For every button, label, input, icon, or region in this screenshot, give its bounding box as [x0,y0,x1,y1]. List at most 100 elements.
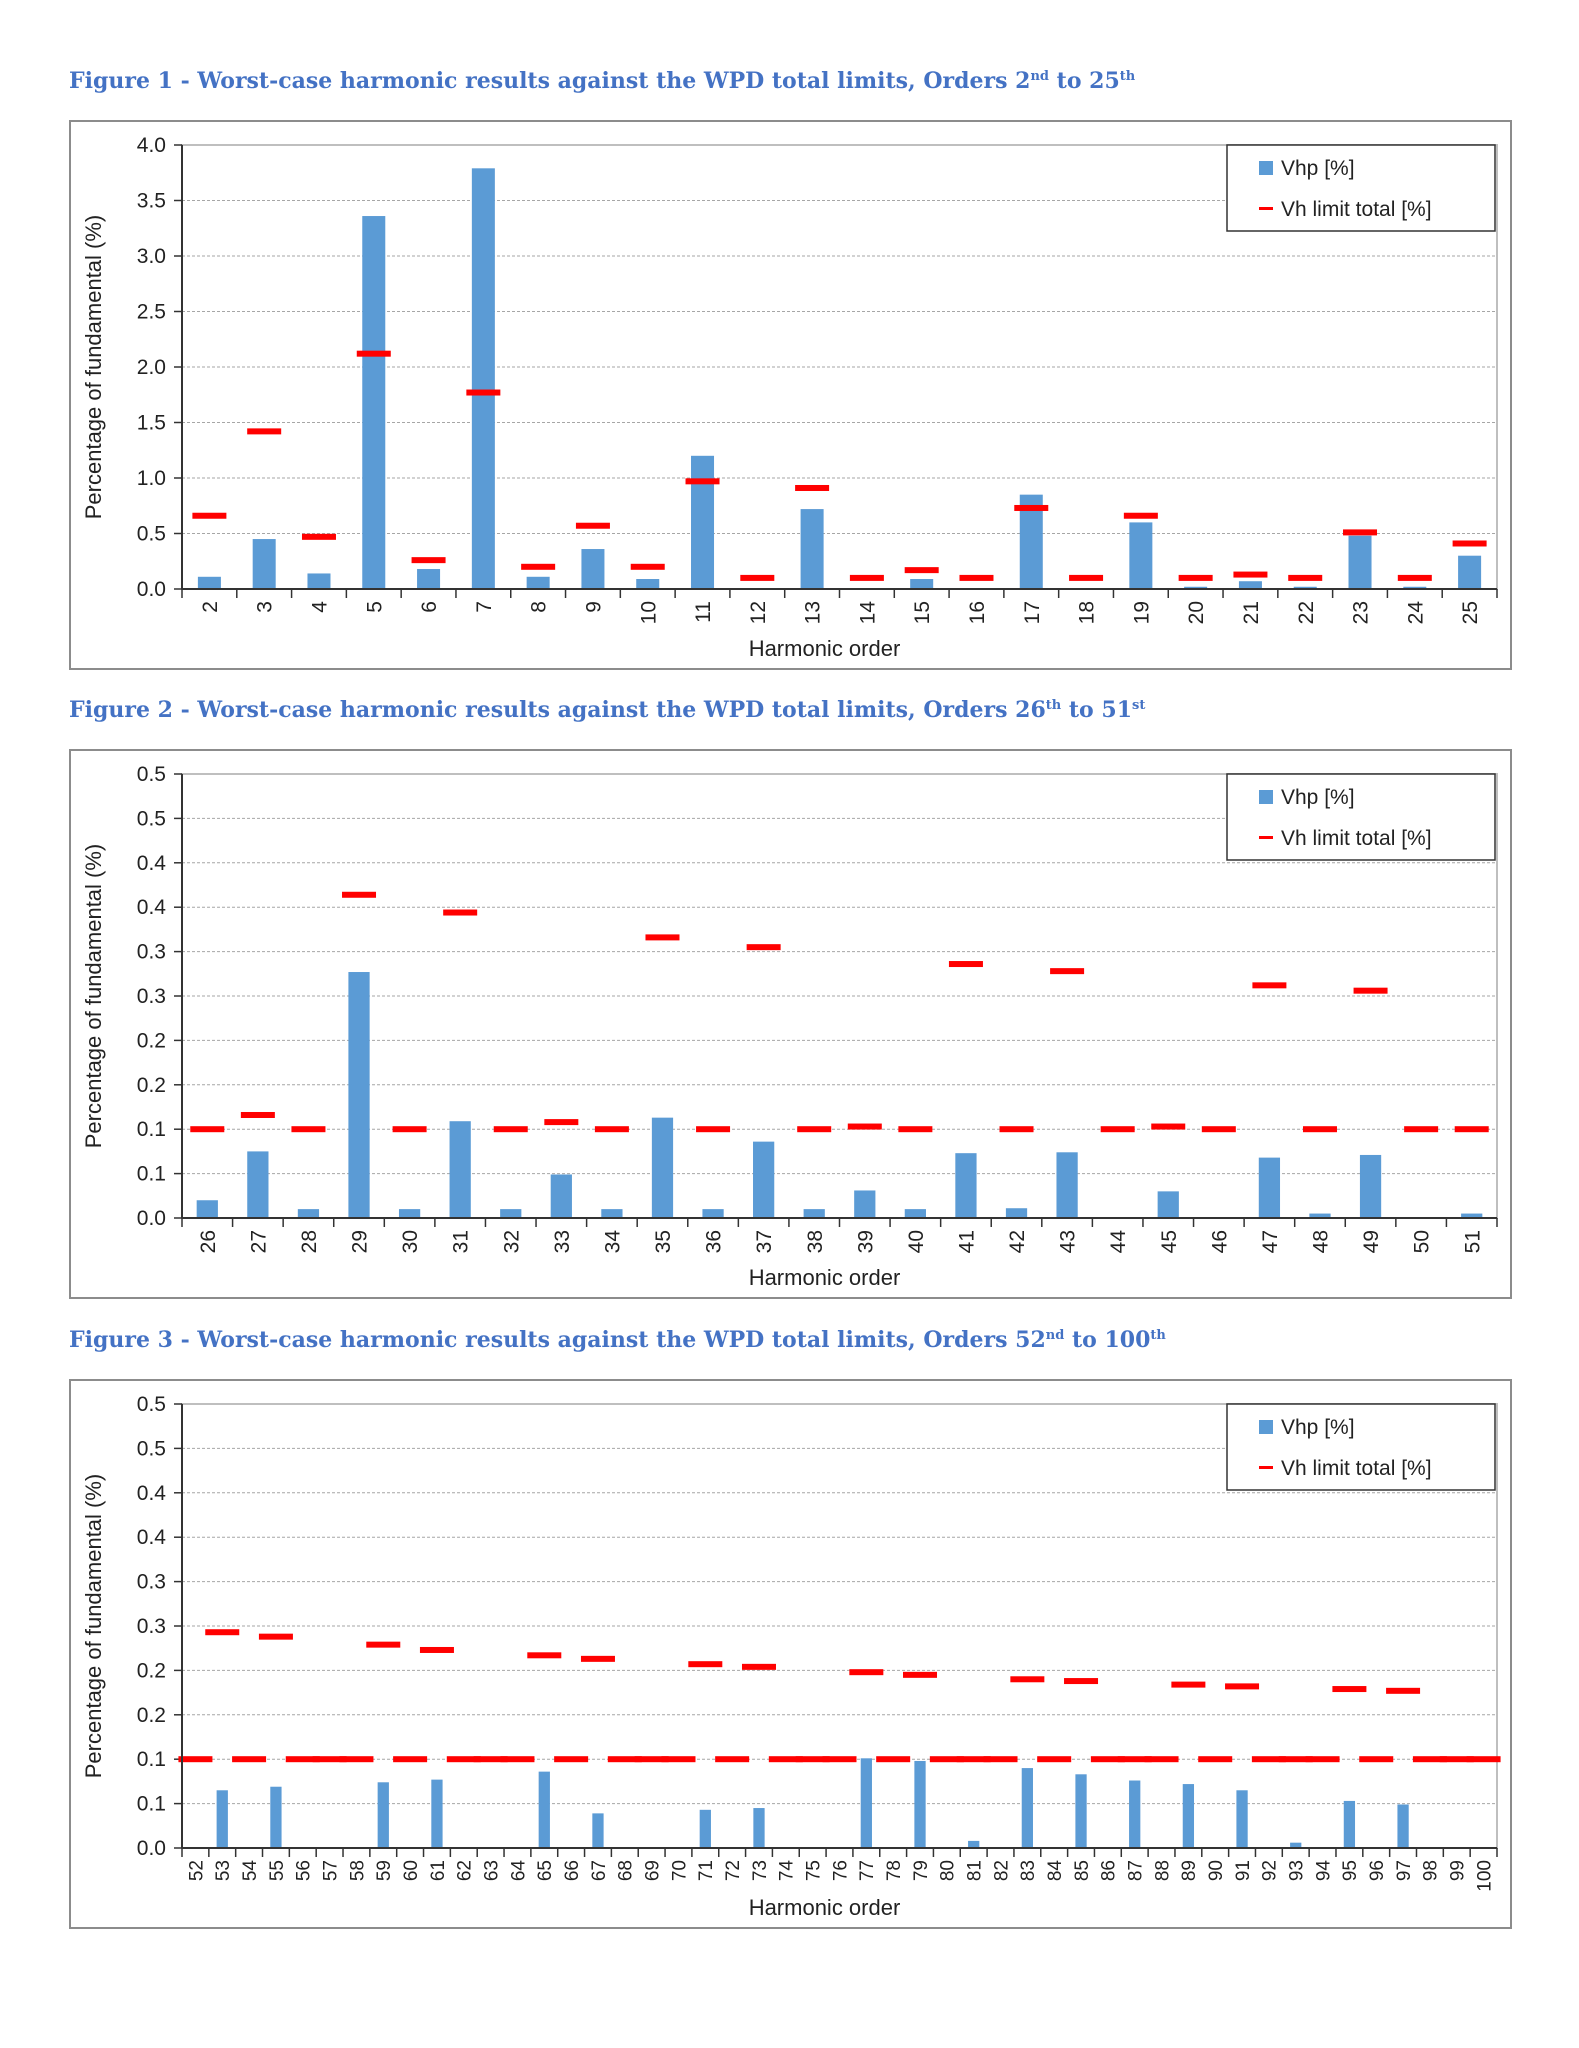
bar-vhp [636,579,660,589]
marker-limit [1278,1756,1313,1763]
marker-limit [898,1126,933,1133]
bar-vhp [348,972,370,1218]
bar-vhp [247,1151,269,1218]
marker-limit [521,563,556,570]
x-tick-label: 21 [1240,601,1263,624]
bar-vhp [1403,586,1427,589]
marker-limit [443,909,478,916]
bar-vhp [1075,1774,1087,1848]
marker-limit [594,1126,629,1133]
caption-sup: th [1150,1328,1166,1343]
marker-limit [366,1641,401,1648]
marker-limit [544,1119,579,1126]
x-tick-label: 39 [854,1230,877,1253]
y-tick-label: 2.5 [137,301,166,324]
y-tick-label: 0.0 [137,1207,166,1230]
y-tick-label: 0.5 [137,523,166,546]
x-tick-label: 65 [535,1860,556,1881]
marker-limit [795,1756,830,1763]
marker-limit [285,1756,320,1763]
x-tick-label: 86 [1099,1860,1120,1881]
marker-limit [1201,1126,1236,1133]
bar-vhp [362,216,386,589]
marker-limit [1144,1756,1179,1763]
legend-box [1226,144,1496,232]
legend-swatch-limit [1259,836,1273,839]
x-tick-label: 23 [1350,601,1373,624]
legend: Vhp [%] Vh limit total [%] [1226,773,1496,861]
marker-limit [645,934,680,941]
x-tick-label: 7 [473,601,496,613]
marker-limit [1343,529,1378,536]
marker-limit [741,1663,776,1670]
x-tick-label: 97 [1394,1860,1415,1881]
legend-swatch-vhp [1259,790,1273,804]
x-tick-label: 47 [1259,1230,1282,1253]
marker-limit [500,1756,535,1763]
bar-vhp [538,1771,550,1848]
x-tick-label: 13 [802,601,825,624]
x-tick-label: 69 [642,1860,663,1881]
marker-limit [630,563,665,570]
x-tick-label: 36 [703,1230,726,1253]
bar-vhp [196,1200,218,1218]
marker-limit [301,533,336,540]
marker-limit [1252,982,1287,989]
x-tick-label: 81 [965,1860,986,1881]
x-axis-label: Harmonic order [749,1895,901,1920]
x-tick-label: 29 [349,1230,372,1253]
marker-limit [768,1756,803,1763]
x-tick-label: 87 [1126,1860,1147,1881]
marker-limit [959,574,994,581]
y-tick-label: 0.1 [137,1793,166,1816]
x-tick-label: 32 [500,1230,523,1253]
marker-limit [1151,1123,1186,1130]
x-tick-label: 99 [1448,1860,1469,1881]
bar-vhp [417,569,441,589]
x-tick-label: 40 [905,1230,928,1253]
marker-limit [795,484,830,491]
caption-text: Figure 3 - Worst-case harmonic results a… [69,1327,1046,1353]
y-tick-label: 0.2 [137,1074,166,1097]
y-tick-label: 0.2 [137,1659,166,1682]
y-axis-label: Percentage of fundamental (%) [81,215,106,520]
y-tick-label: 1.5 [137,412,166,435]
bar-vhp [1129,1780,1141,1848]
bar-vhp [904,1209,926,1218]
x-tick-label: 50 [1411,1230,1434,1253]
bar-vhp [377,1782,389,1848]
marker-limit [849,574,884,581]
marker-limit [740,574,775,581]
x-tick-label: 16 [966,601,989,624]
marker-limit [1037,1756,1072,1763]
x-tick-label: 95 [1340,1860,1361,1881]
x-tick-label: 91 [1233,1860,1254,1881]
bar-vhp [1005,1208,1028,1218]
y-tick-label: 2.0 [137,356,166,379]
x-tick-label: 64 [508,1860,529,1882]
marker-limit [1404,1126,1439,1133]
marker-limit [1305,1756,1340,1763]
x-tick-label: 12 [747,601,770,624]
chart-3-svg: 0.0 0.1 0.1 0.2 0.2 0.3 0.3 0.4 0.4 0.5 0.5 52 53 54 5… [81,1393,1501,1920]
x-tick-label: 49 [1360,1230,1383,1253]
x-tick-label: 56 [294,1860,315,1881]
marker-limit [929,1756,964,1763]
y-tick-label: 0.3 [137,1615,166,1638]
x-tick-label: 76 [830,1860,851,1881]
marker-limit [1171,1681,1206,1688]
caption-text: Figure 1 - Worst-case harmonic results a… [69,68,1031,94]
legend-label-limit: Vh limit total [%] [1281,198,1432,221]
marker-limit [1353,987,1388,994]
bar-vhp [449,1121,471,1218]
legend-swatch-limit [1259,1466,1273,1469]
x-tick-label: 59 [374,1860,395,1881]
bar-vhp [601,1209,623,1218]
x-tick-label: 92 [1260,1860,1281,1881]
x-tick-label: 54 [240,1860,261,1882]
marker-limit [715,1756,750,1763]
marker-limit [746,944,781,951]
legend: Vhp [%] Vh limit total [%] [1226,144,1496,232]
caption-text: Figure 2 - Worst-case harmonic results a… [69,697,1046,723]
marker-limit [240,1111,275,1118]
